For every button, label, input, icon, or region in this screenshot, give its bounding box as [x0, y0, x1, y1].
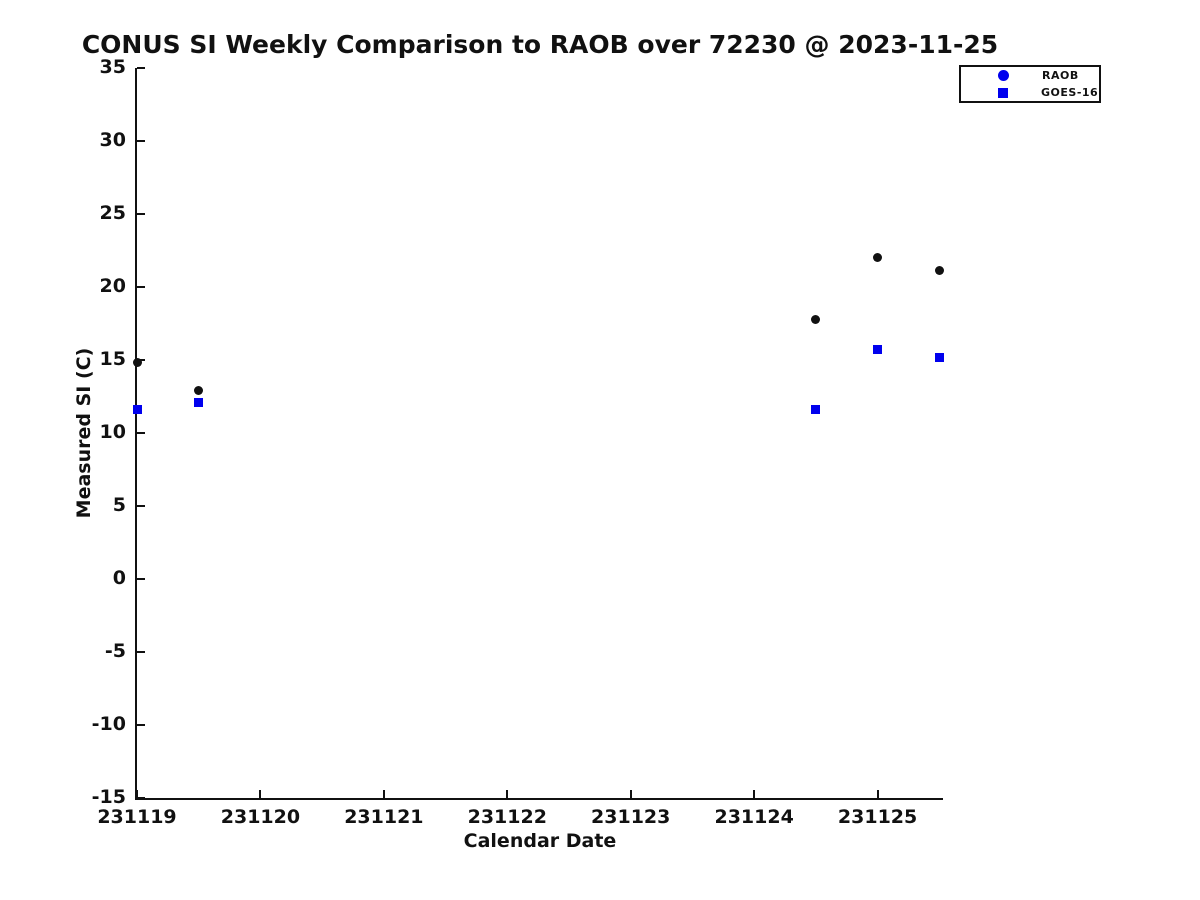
chart-title: CONUS SI Weekly Comparison to RAOB over … — [81, 30, 999, 59]
legend-circle-icon — [998, 70, 1009, 81]
y-tick — [137, 651, 145, 653]
y-tick-label: 20 — [99, 275, 126, 297]
y-tick-label: -10 — [91, 713, 126, 735]
y-tick-label: 30 — [99, 129, 126, 151]
x-tick — [259, 790, 262, 798]
plot-area: 231119 231120 231121 231122 231123 231124 2311… — [92, 56, 944, 828]
legend-label: GOES-16 — [1041, 86, 1099, 99]
data-point-goes-16 — [194, 397, 204, 407]
y-tick — [137, 213, 145, 215]
x-tick-label: 231124 — [714, 806, 794, 828]
data-point-raob — [811, 314, 821, 324]
data-point-raob — [194, 386, 204, 396]
y-tick — [137, 505, 145, 507]
data-point-raob — [873, 253, 883, 263]
y-tick-label: 10 — [99, 421, 126, 443]
y-tick — [137, 432, 145, 434]
x-tick — [382, 790, 385, 798]
y-tick-label: 15 — [99, 348, 126, 370]
legend-label: RAOB — [1042, 69, 1079, 82]
y-tick-label: -5 — [104, 640, 126, 662]
y-tick — [137, 797, 145, 799]
y-tick — [137, 578, 145, 580]
legend-square-icon — [998, 87, 1008, 98]
data-point-goes-16 — [873, 345, 883, 355]
legend: RAOB GOES-16 — [959, 65, 1101, 103]
x-tick — [506, 790, 509, 798]
y-tick — [137, 286, 145, 288]
x-tick-label: 231120 — [220, 806, 301, 828]
data-point-goes-16 — [811, 405, 821, 415]
x-tick — [753, 790, 756, 798]
y-tick-label: 25 — [99, 202, 126, 224]
x-tick-label: 231122 — [467, 806, 547, 828]
y-tick-label: 5 — [112, 494, 126, 516]
data-point-raob — [132, 358, 142, 368]
y-tick — [137, 140, 145, 142]
x-tick-label: 231125 — [837, 806, 918, 828]
y-tick-label: -15 — [91, 786, 126, 808]
data-point-goes-16 — [132, 405, 142, 415]
x-tick-label: 231121 — [344, 806, 424, 828]
x-tick — [136, 790, 138, 798]
x-tick-label: 231123 — [591, 806, 671, 828]
y-tick — [137, 67, 145, 69]
data-point-goes-16 — [934, 352, 944, 362]
y-tick-label: 0 — [112, 567, 126, 589]
x-tick — [629, 790, 632, 798]
legend-entry-raob: RAOB — [961, 67, 1099, 84]
x-tick-label: 231119 — [97, 806, 177, 828]
y-tick-label: 35 — [99, 56, 126, 78]
data-point-raob — [934, 266, 944, 276]
x-tick — [876, 790, 879, 798]
x-axis-label: Calendar Date — [463, 830, 617, 852]
y-tick — [137, 724, 145, 726]
legend-entry-goes-16: GOES-16 — [961, 84, 1099, 101]
